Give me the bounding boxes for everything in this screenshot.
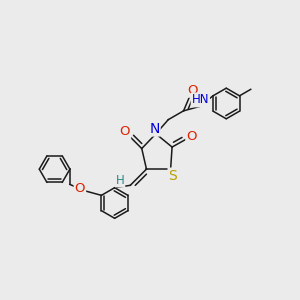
Text: O: O (187, 84, 198, 97)
Text: O: O (75, 182, 85, 195)
Text: O: O (186, 130, 197, 143)
Text: O: O (120, 125, 130, 138)
Text: N: N (149, 122, 160, 136)
Text: HN: HN (192, 93, 209, 106)
Text: H: H (116, 173, 124, 187)
Text: S: S (169, 169, 177, 183)
